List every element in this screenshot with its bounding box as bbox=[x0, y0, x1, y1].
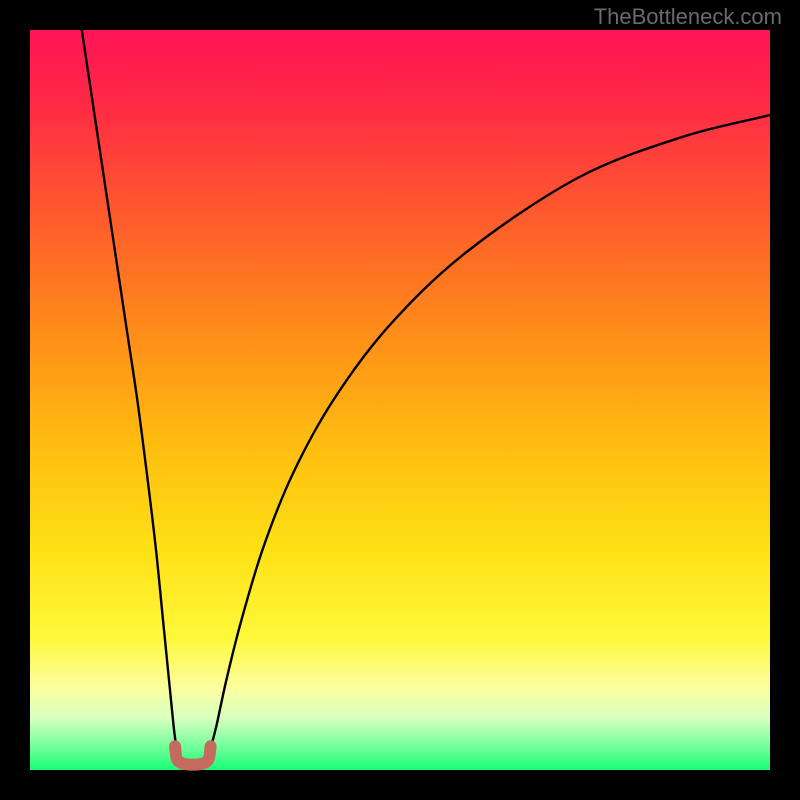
watermark-text: TheBottleneck.com bbox=[594, 4, 782, 30]
plot-area bbox=[30, 30, 770, 770]
bottleneck-chart bbox=[0, 0, 800, 800]
